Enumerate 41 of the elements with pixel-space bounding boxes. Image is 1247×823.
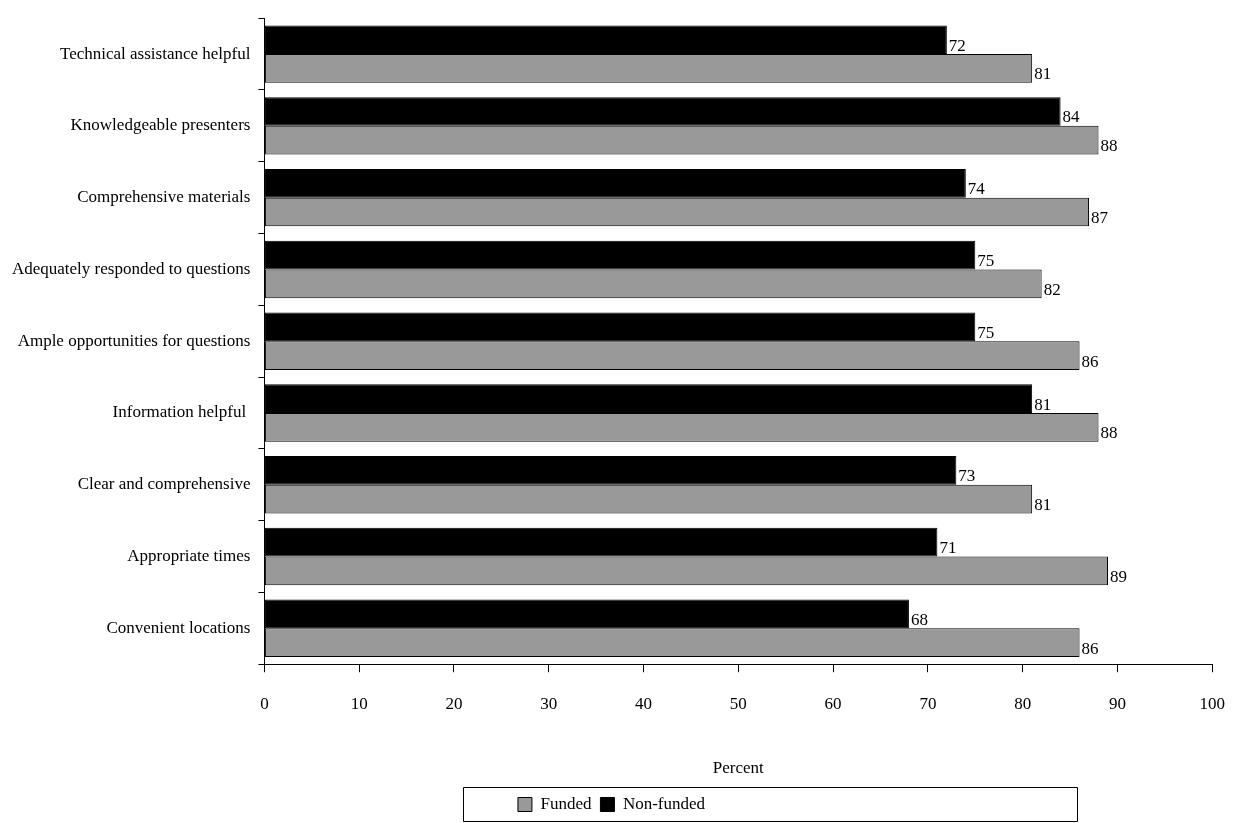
data-label: 71 [939,538,957,558]
x-tick-label: 20 [445,693,463,713]
y-tick-label: Adequately responded to questions [11,258,251,278]
y-tick-label: Convenient locations [106,617,251,637]
data-label: 74 [967,179,986,199]
legend-label: Funded [540,793,592,813]
data-label: 89 [1109,566,1127,586]
y-tick-label: Appropriate times [127,546,251,565]
data-label: 81 [1034,495,1052,515]
data-label: 87 [1091,207,1109,227]
x-tick-label: 40 [635,693,653,713]
y-tick-label: Technical assistance helpful [59,43,251,63]
x-tick-label: 70 [919,693,937,713]
data-label: 68 [910,609,928,629]
x-tick-label: 50 [729,693,747,713]
y-tick-label: Clear and comprehensive [77,474,251,494]
data-label: 73 [958,466,976,486]
y-tick-label: Information helpful [112,402,251,422]
data-label: 86 [1081,351,1099,371]
data-label: 88 [1100,136,1118,156]
data-label: 82 [1043,279,1061,299]
data-label: 86 [1081,638,1099,658]
legend-label: Non-funded [622,793,706,813]
x-tick-label: 90 [1108,693,1126,713]
data-label: 81 [1034,64,1052,84]
x-tick-label: 10 [350,693,368,713]
y-tick-label: Knowledgeable presenters [70,115,251,135]
x-tick-label: 30 [540,693,558,713]
data-label: 72 [948,35,966,55]
x-axis-title: Percent [712,758,765,778]
data-label: 75 [977,322,995,342]
data-label: 88 [1100,423,1118,443]
x-tick-label: 60 [824,693,842,713]
data-label: 81 [1034,394,1052,414]
x-tick-label: 0 [260,693,269,713]
y-tick-label: Comprehensive materials [77,187,251,207]
data-label: 75 [977,251,995,271]
x-tick-label: 80 [1014,693,1032,713]
data-label: 84 [1062,107,1081,127]
y-tick-label: Ample opportunities for questions [17,330,251,350]
x-tick-label: 100 [1199,693,1225,713]
